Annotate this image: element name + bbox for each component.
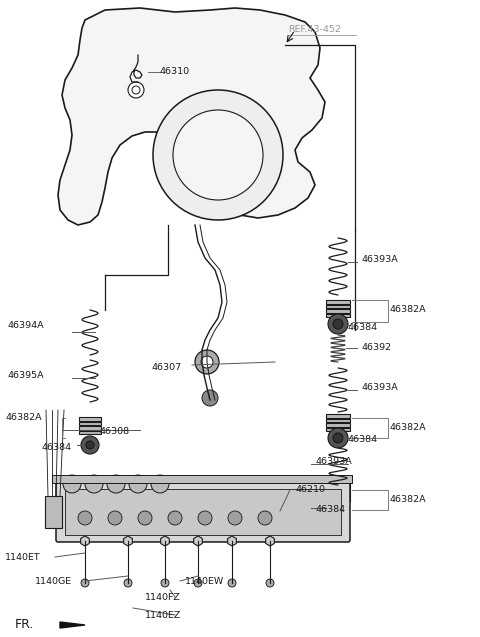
Circle shape: [258, 511, 272, 525]
Text: 46382A: 46382A: [390, 306, 427, 315]
Text: 1140EW: 1140EW: [185, 578, 224, 587]
Polygon shape: [124, 536, 132, 546]
Text: 1140GE: 1140GE: [35, 578, 72, 587]
Polygon shape: [60, 622, 85, 628]
Circle shape: [202, 390, 218, 406]
Bar: [326, 304, 350, 308]
Text: 1140ET: 1140ET: [5, 554, 41, 562]
Text: REF.43-452: REF.43-452: [288, 25, 341, 34]
Circle shape: [228, 511, 242, 525]
Bar: [326, 497, 350, 501]
Circle shape: [328, 314, 348, 334]
Text: 46395A: 46395A: [8, 371, 45, 380]
Circle shape: [266, 579, 274, 587]
Circle shape: [85, 475, 103, 493]
Text: 46384: 46384: [348, 436, 378, 445]
Circle shape: [124, 579, 132, 587]
Bar: [326, 313, 350, 317]
Text: 1140EZ: 1140EZ: [145, 612, 181, 620]
Text: 46382A: 46382A: [390, 496, 427, 505]
Text: 46310: 46310: [160, 68, 190, 76]
Circle shape: [107, 475, 125, 493]
Text: 46393A: 46393A: [316, 457, 353, 466]
Polygon shape: [228, 536, 236, 546]
Text: FR.: FR.: [15, 619, 35, 631]
Circle shape: [328, 428, 348, 448]
Circle shape: [86, 441, 94, 449]
Polygon shape: [161, 536, 169, 546]
Polygon shape: [265, 536, 275, 546]
Circle shape: [78, 511, 92, 525]
Text: 46308: 46308: [100, 427, 130, 436]
Text: 46393A: 46393A: [362, 383, 399, 392]
Bar: [326, 309, 350, 313]
Circle shape: [328, 498, 348, 518]
Circle shape: [168, 511, 182, 525]
Circle shape: [151, 475, 169, 493]
Circle shape: [108, 511, 122, 525]
Circle shape: [228, 579, 236, 587]
Bar: [52, 475, 352, 483]
Text: 46393A: 46393A: [362, 255, 399, 264]
Circle shape: [173, 110, 263, 200]
Bar: [65, 489, 341, 535]
Circle shape: [161, 579, 169, 587]
Bar: [79, 422, 101, 425]
Text: 46382A: 46382A: [5, 413, 42, 422]
Text: 1140FZ: 1140FZ: [145, 594, 181, 603]
Text: 46210: 46210: [295, 485, 325, 494]
Text: 46384: 46384: [348, 324, 378, 333]
Bar: [326, 423, 350, 427]
Text: 46392: 46392: [362, 343, 392, 352]
Polygon shape: [45, 496, 62, 528]
Text: 46384: 46384: [316, 506, 346, 515]
Circle shape: [153, 90, 283, 220]
Bar: [326, 414, 350, 417]
Circle shape: [63, 475, 81, 493]
Circle shape: [333, 433, 343, 443]
Polygon shape: [193, 536, 203, 546]
Bar: [326, 489, 350, 492]
FancyBboxPatch shape: [56, 480, 350, 542]
Circle shape: [138, 511, 152, 525]
Circle shape: [81, 436, 99, 454]
Bar: [326, 419, 350, 422]
Bar: [79, 417, 101, 420]
Circle shape: [129, 475, 147, 493]
Polygon shape: [81, 536, 89, 546]
Text: 46382A: 46382A: [390, 424, 427, 433]
Circle shape: [333, 319, 343, 329]
Circle shape: [201, 356, 213, 368]
Bar: [326, 300, 350, 303]
Text: 46307: 46307: [152, 364, 182, 373]
Circle shape: [81, 579, 89, 587]
Text: 46394A: 46394A: [8, 320, 45, 329]
Bar: [79, 431, 101, 434]
Bar: [79, 426, 101, 429]
Circle shape: [194, 579, 202, 587]
Text: 46384: 46384: [42, 443, 72, 452]
Circle shape: [128, 82, 144, 98]
Bar: [326, 493, 350, 496]
Bar: [326, 484, 350, 487]
Polygon shape: [58, 8, 325, 225]
Bar: [326, 427, 350, 431]
Circle shape: [195, 350, 219, 374]
Circle shape: [333, 503, 343, 513]
Circle shape: [198, 511, 212, 525]
